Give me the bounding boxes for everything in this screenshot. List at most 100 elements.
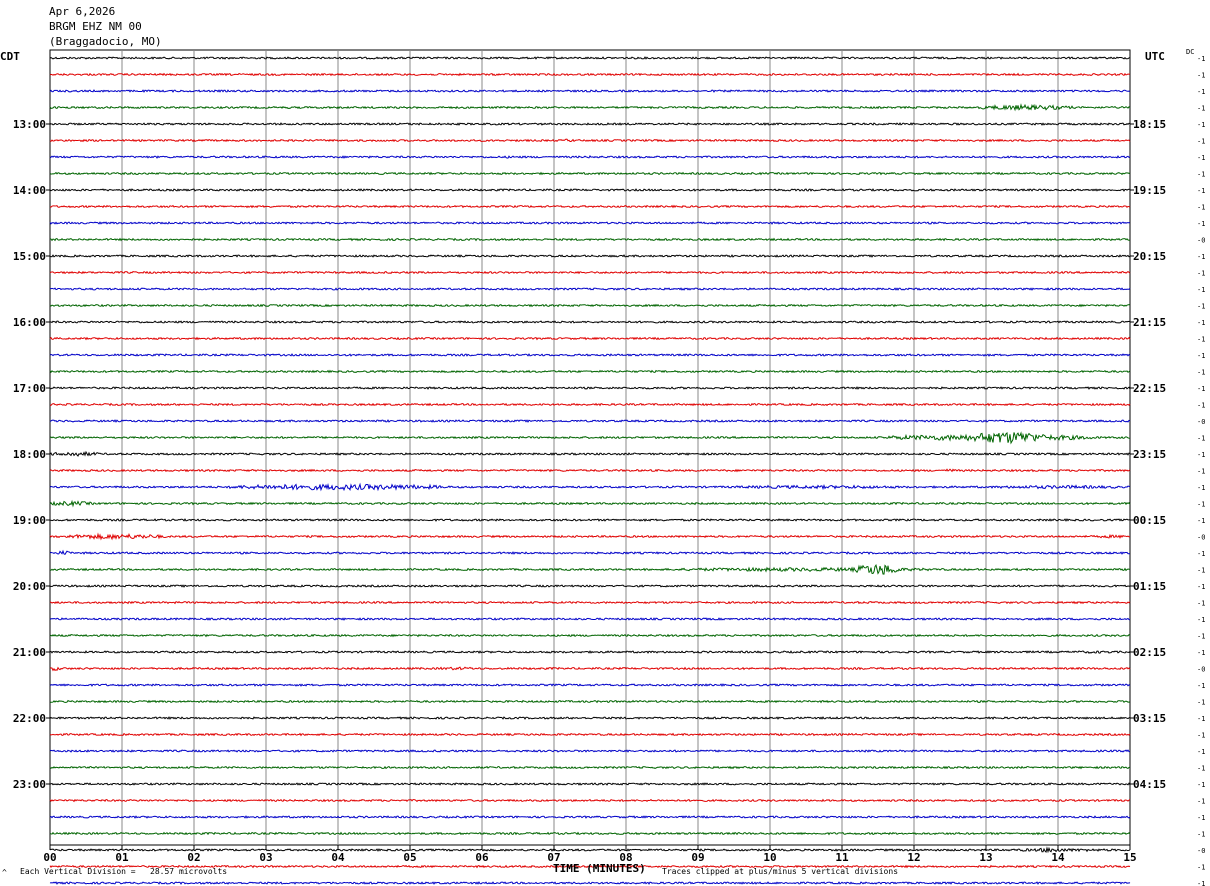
seismic-trace	[49, 419, 1131, 423]
seismic-trace	[49, 666, 1131, 672]
dc-offset-label: -1	[1197, 286, 1205, 294]
x-tick-label: 06	[475, 851, 489, 864]
dc-offset-label: -1	[1197, 600, 1205, 608]
x-tick-label: 13	[979, 851, 992, 864]
minute-grid	[46, 49, 1134, 850]
dc-offset-label: -0	[1197, 847, 1205, 855]
hour-label-right: 21:15	[1133, 316, 1166, 329]
seismic-trace	[49, 369, 1131, 374]
seismic-trace	[49, 650, 1131, 654]
dc-offset-label: -1	[1197, 369, 1205, 377]
hour-label-right: 02:15	[1133, 646, 1166, 659]
x-tick-label: 03	[259, 851, 272, 864]
seismic-trace	[50, 518, 1131, 522]
dc-offset-label: -1	[1197, 187, 1205, 195]
dc-offset-label: -1	[1197, 204, 1205, 212]
seismic-trace	[49, 122, 1131, 126]
seismic-trace	[49, 89, 1131, 93]
dc-offset-label: -1	[1197, 880, 1205, 886]
hour-label-left: 17:00	[13, 382, 46, 395]
axis-labels: 00 01 02 03 04 05 06 07 08 09 10 11 12 13 14 15 -1 -1 -1 -1…	[13, 55, 1206, 886]
seismic-trace	[49, 171, 1131, 176]
seismic-trace	[49, 716, 1131, 720]
header-location: (Braggadocio, MO)	[49, 35, 162, 48]
hour-label-left: 22:00	[13, 712, 46, 725]
seismic-trace	[49, 881, 1131, 885]
x-tick-label: 07	[547, 851, 560, 864]
seismic-trace	[49, 353, 1131, 357]
hour-label-left: 13:00	[13, 118, 46, 131]
seismic-trace	[49, 450, 1131, 457]
dc-offset-label: -1	[1197, 105, 1205, 113]
seismic-trace	[49, 732, 1131, 737]
seismic-trace	[49, 699, 1131, 704]
seismic-trace	[49, 600, 1131, 605]
hour-label-right: 01:15	[1133, 580, 1166, 593]
scale-note: Each Vertical Division = 28.57 microvolt…	[20, 867, 228, 876]
corner-mark: ^	[2, 868, 7, 877]
dc-label: DC	[1186, 48, 1195, 56]
seismic-trace	[49, 103, 1131, 112]
dc-offset-label: -1	[1197, 220, 1205, 228]
seismic-trace	[49, 846, 1131, 854]
seismic-trace	[49, 270, 1131, 275]
clip-note: Traces clipped at plus/minus 5 vertical …	[662, 867, 899, 876]
dc-offset-label: -1	[1197, 567, 1205, 575]
x-tick-label: 05	[403, 851, 416, 864]
seismic-trace	[49, 237, 1131, 242]
seismic-trace	[49, 402, 1131, 407]
dc-offset-label: -1	[1197, 616, 1205, 624]
seismic-trace	[49, 683, 1131, 687]
dc-offset-label: -1	[1197, 649, 1205, 657]
timezone-right: UTC	[1145, 50, 1165, 63]
seismic-trace	[49, 499, 1131, 508]
dc-offset-label: -1	[1197, 55, 1205, 63]
hour-label-left: 15:00	[13, 250, 46, 263]
hour-label-right: 03:15	[1133, 712, 1166, 725]
seismic-trace	[49, 765, 1131, 770]
header-date: Apr 6,2026	[49, 5, 116, 18]
seismic-trace	[49, 72, 1131, 77]
hour-label-left: 23:00	[13, 778, 46, 791]
seismic-trace	[50, 254, 1131, 258]
dc-offset-label: -1	[1197, 732, 1205, 740]
hour-label-left: 16:00	[13, 316, 46, 329]
dc-offset-label: -1	[1197, 352, 1205, 360]
seismic-trace	[49, 831, 1131, 836]
x-tick-label: 04	[331, 851, 345, 864]
plot-frame	[49, 49, 1131, 846]
hour-label-right: 19:15	[1133, 184, 1166, 197]
dc-offset-label: -1	[1197, 550, 1205, 558]
dc-offset-label: -1	[1197, 765, 1205, 773]
dc-offset-label: -1	[1197, 715, 1205, 723]
seismic-trace	[49, 864, 1131, 869]
x-tick-label: 15	[1123, 851, 1136, 864]
dc-offset-label: -1	[1197, 402, 1205, 410]
hour-label-right: 18:15	[1133, 118, 1166, 131]
x-tick-label: 08	[619, 851, 632, 864]
seismic-trace	[49, 584, 1131, 588]
dc-offset-label: -1	[1197, 72, 1205, 80]
x-tick-label: 10	[763, 851, 776, 864]
dc-offset-label: -1	[1197, 831, 1205, 839]
dc-offset-label: -1	[1197, 451, 1205, 459]
hour-label-right: 23:15	[1133, 448, 1166, 461]
dc-offset-label: -1	[1197, 682, 1205, 690]
hour-label-left: 21:00	[13, 646, 46, 659]
dc-offset-label: -0	[1197, 418, 1205, 426]
dc-offset-label: -1	[1197, 468, 1205, 476]
dc-offset-label: -1	[1197, 253, 1205, 261]
x-axis-title: TIME (MINUTES)	[553, 862, 646, 875]
timezone-left: CDT	[0, 50, 20, 63]
seismic-trace	[49, 549, 1130, 556]
dc-offset-label: -0	[1197, 534, 1205, 542]
seismic-trace	[49, 564, 1130, 575]
hour-label-right: 22:15	[1133, 382, 1166, 395]
dc-offset-label: -0	[1197, 237, 1205, 245]
x-tick-label: 12	[907, 851, 920, 864]
seismic-trace	[49, 303, 1131, 308]
dc-offset-label: -1	[1197, 121, 1205, 129]
x-tick-label: 09	[691, 851, 704, 864]
dc-offset-label: -1	[1197, 319, 1205, 327]
